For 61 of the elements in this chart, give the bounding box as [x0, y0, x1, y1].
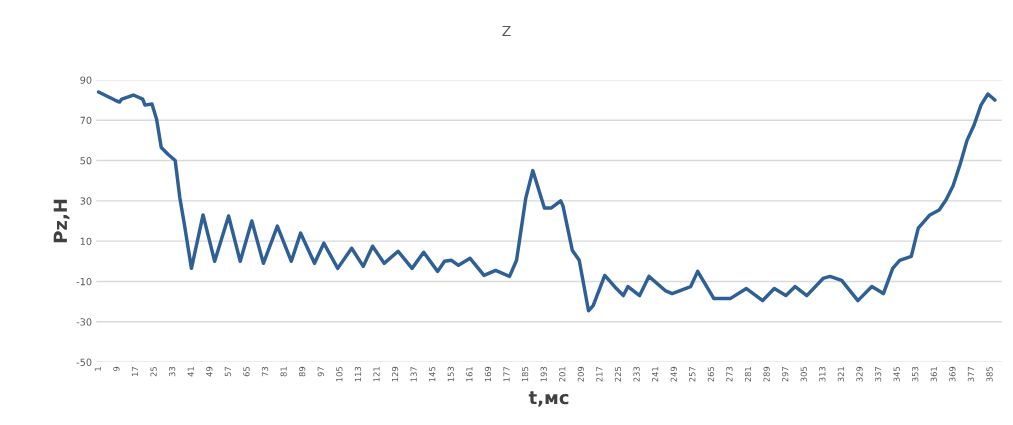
x-tick-label: 121	[373, 367, 380, 382]
x-tick-label: 265	[707, 366, 715, 382]
x-tick-label: 225	[614, 366, 622, 382]
x-tick-label: 257	[689, 366, 696, 382]
x-tick-label: 289	[763, 366, 770, 382]
x-tick-label: 57	[224, 366, 232, 377]
x-tick-label: 233	[633, 366, 640, 382]
x-tick-label: 169	[484, 366, 492, 382]
x-tick-label: 217	[596, 366, 603, 382]
x-tick-label: 385	[986, 366, 993, 382]
x-tick-label: 361	[930, 367, 937, 382]
x-tick-label: 321	[837, 367, 845, 382]
x-tick-label: 369	[949, 366, 956, 382]
x-tick-label: 313	[819, 366, 826, 382]
y-tick-label: 10	[80, 237, 92, 245]
x-tick-label: 105	[336, 366, 343, 382]
x-tick-label: 113	[354, 366, 362, 382]
x-tick-label: 297	[782, 366, 789, 382]
y-tick-label: -30	[76, 318, 92, 326]
x-tick-label: 137	[410, 366, 417, 382]
chart-title: Z	[502, 25, 511, 37]
x-tick-label: 337	[874, 366, 882, 382]
x-tick-label: 65	[243, 366, 250, 377]
x-tick-label: 353	[912, 366, 919, 382]
y-tick-label: -10	[76, 277, 92, 286]
x-tick-label: 33	[168, 366, 176, 377]
x-tick-label: 73	[261, 366, 269, 377]
x-tick-label: 17	[131, 366, 139, 376]
x-tick-label: 177	[503, 366, 510, 382]
y-tick-label: 50	[80, 157, 92, 165]
x-tick-label: 153	[447, 366, 454, 382]
x-tick-label: 329	[856, 366, 863, 382]
x-tick-label: 241	[651, 367, 659, 382]
x-tick-label: 89	[299, 366, 306, 377]
x-tick-label: 49	[206, 366, 213, 377]
x-tick-label: 201	[559, 367, 566, 382]
x-tick-label: 1	[94, 367, 101, 371]
x-tick-label: 305	[800, 366, 807, 382]
x-tick-label: 161	[466, 367, 473, 382]
y-tick-label: 70	[80, 116, 92, 125]
x-tick-label: 281	[744, 367, 752, 382]
x-tick-label: 377	[967, 366, 975, 382]
x-tick-label: 129	[391, 366, 399, 382]
x-tick-label: 97	[317, 366, 324, 377]
x-tick-label: 25	[150, 366, 157, 377]
line-series	[96, 90, 997, 313]
x-tick-label: 209	[577, 366, 584, 382]
x-tick-label: 345	[893, 366, 900, 382]
y-tick-label: 90	[80, 76, 92, 84]
x-tick-label: 9	[113, 366, 120, 372]
y-tick-label: 30	[80, 197, 92, 205]
y-tick-label: -50	[76, 358, 92, 366]
x-tick-label: 81	[280, 367, 287, 377]
x-tick-label: 193	[540, 366, 547, 382]
x-tick-label: 273	[726, 366, 733, 382]
x-axis-title: t,мс	[528, 391, 569, 407]
x-tick-label: 41	[187, 367, 194, 377]
x-tick-label: 185	[521, 366, 529, 382]
y-axis-title: Pz,H	[53, 199, 70, 243]
x-tick-label: 145	[429, 366, 436, 382]
x-tick-label: 249	[670, 366, 677, 382]
